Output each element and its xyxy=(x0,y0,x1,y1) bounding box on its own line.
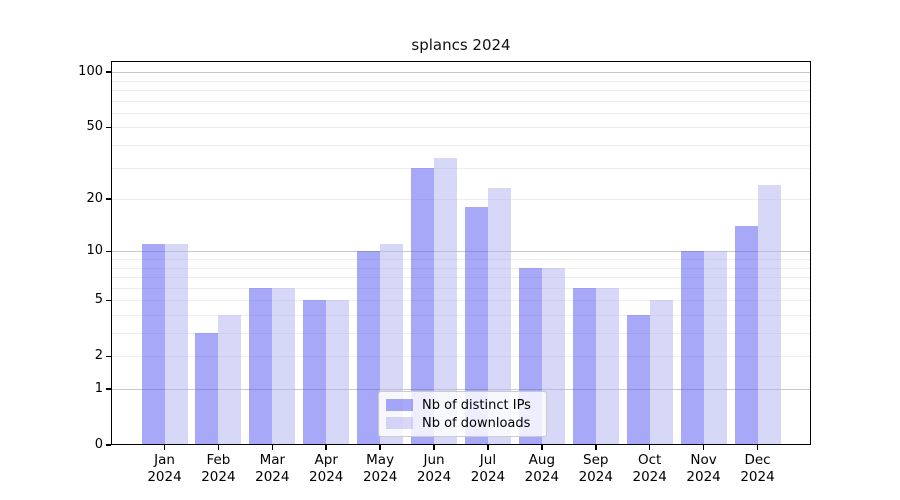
major-gridline xyxy=(111,388,811,390)
y-tick-label: 1 xyxy=(94,381,103,396)
bar-downloads xyxy=(218,314,242,445)
minor-gridline xyxy=(111,100,811,102)
major-gridline xyxy=(111,250,811,252)
minor-gridline xyxy=(111,332,811,334)
bar-distinct-ips xyxy=(195,333,219,445)
x-tick-label: Jul 2024 xyxy=(470,452,506,485)
minor-gridline xyxy=(111,126,811,128)
legend: Nb of distinct IPs Nb of downloads xyxy=(378,391,547,437)
major-gridline xyxy=(111,71,811,73)
x-tick-label: Aug 2024 xyxy=(524,452,560,485)
y-tick-mark xyxy=(106,126,111,129)
x-tick-mark xyxy=(756,445,759,450)
x-tick-mark xyxy=(325,445,327,450)
x-tick-label: Jun 2024 xyxy=(416,452,452,485)
legend-item-downloads: Nb of downloads xyxy=(386,416,538,431)
bar-downloads xyxy=(595,287,619,445)
legend-swatch-downloads-icon xyxy=(386,417,413,429)
minor-gridline xyxy=(111,267,811,269)
y-tick-mark xyxy=(106,355,111,357)
y-tick-mark xyxy=(106,444,111,446)
bar-downloads xyxy=(649,300,673,445)
y-tick-mark xyxy=(106,299,111,301)
bar-downloads xyxy=(487,188,511,445)
x-tick-label: Oct 2024 xyxy=(632,452,667,485)
bar-downloads xyxy=(703,251,727,445)
bar-downloads xyxy=(326,300,350,445)
minor-gridline xyxy=(111,80,811,82)
minor-gridline xyxy=(111,276,811,278)
bar-distinct-ips xyxy=(464,207,488,445)
minor-gridline xyxy=(111,258,811,260)
bar-distinct-ips xyxy=(411,167,435,445)
x-tick-mark xyxy=(595,445,597,450)
x-tick-mark xyxy=(271,445,274,450)
bar-downloads xyxy=(272,287,296,445)
chart-title: splancs 2024 xyxy=(411,36,511,54)
legend-swatch-distinct-ips-icon xyxy=(386,399,413,411)
y-tick-mark xyxy=(106,198,111,200)
x-tick-label: Nov 2024 xyxy=(686,452,721,485)
y-tick-mark xyxy=(106,71,111,73)
x-tick-mark xyxy=(163,445,166,450)
minor-gridline xyxy=(111,355,811,357)
y-tick-mark xyxy=(106,250,111,253)
bar-distinct-ips xyxy=(572,287,596,445)
x-tick-mark xyxy=(433,445,435,450)
minor-gridline xyxy=(111,314,811,316)
x-tick-mark xyxy=(487,445,489,450)
x-tick-label: Sep 2024 xyxy=(578,452,613,485)
minor-gridline xyxy=(111,198,811,200)
bar-distinct-ips xyxy=(680,251,704,445)
bar-downloads xyxy=(434,157,458,445)
x-tick-label: Jan 2024 xyxy=(147,452,182,485)
y-tick-label: 100 xyxy=(78,64,103,80)
bar-distinct-ips xyxy=(141,244,165,445)
x-tick-label: Mar 2024 xyxy=(255,452,290,485)
x-tick-label: Apr 2024 xyxy=(309,452,344,485)
y-tick-label: 5 xyxy=(94,292,103,308)
bar-downloads xyxy=(757,184,781,445)
x-tick-label: Feb 2024 xyxy=(201,452,236,485)
legend-item-distinct-ips: Nb of distinct IPs xyxy=(386,398,538,413)
minor-gridline xyxy=(111,144,811,146)
y-tick-label: 10 xyxy=(86,243,103,259)
bar-distinct-ips xyxy=(734,226,758,445)
x-tick-mark xyxy=(648,445,651,450)
minor-gridline xyxy=(111,89,811,91)
bar-downloads xyxy=(164,244,188,445)
x-tick-mark xyxy=(702,445,705,450)
bar-downloads xyxy=(541,267,565,445)
x-tick-mark xyxy=(379,445,381,450)
x-tick-label: May 2024 xyxy=(362,452,398,485)
y-tick-label: 20 xyxy=(86,191,103,207)
y-tick-label: 50 xyxy=(86,119,103,135)
x-tick-label: Dec 2024 xyxy=(740,452,775,485)
bar-distinct-ips xyxy=(626,314,650,445)
x-tick-mark xyxy=(217,445,220,450)
legend-label-distinct-ips: Nb of distinct IPs xyxy=(422,397,531,413)
legend-label-downloads: Nb of downloads xyxy=(422,415,531,431)
minor-gridline xyxy=(111,112,811,114)
bar-distinct-ips xyxy=(249,287,273,445)
minor-gridline xyxy=(111,299,811,301)
minor-gridline xyxy=(111,287,811,289)
y-tick-label: 0 xyxy=(94,437,103,452)
y-tick-mark xyxy=(106,388,111,390)
bar-distinct-ips xyxy=(357,251,381,445)
minor-gridline xyxy=(111,167,811,169)
x-tick-mark xyxy=(541,445,543,450)
bar-distinct-ips xyxy=(303,300,327,445)
y-tick-label: 2 xyxy=(94,348,103,364)
